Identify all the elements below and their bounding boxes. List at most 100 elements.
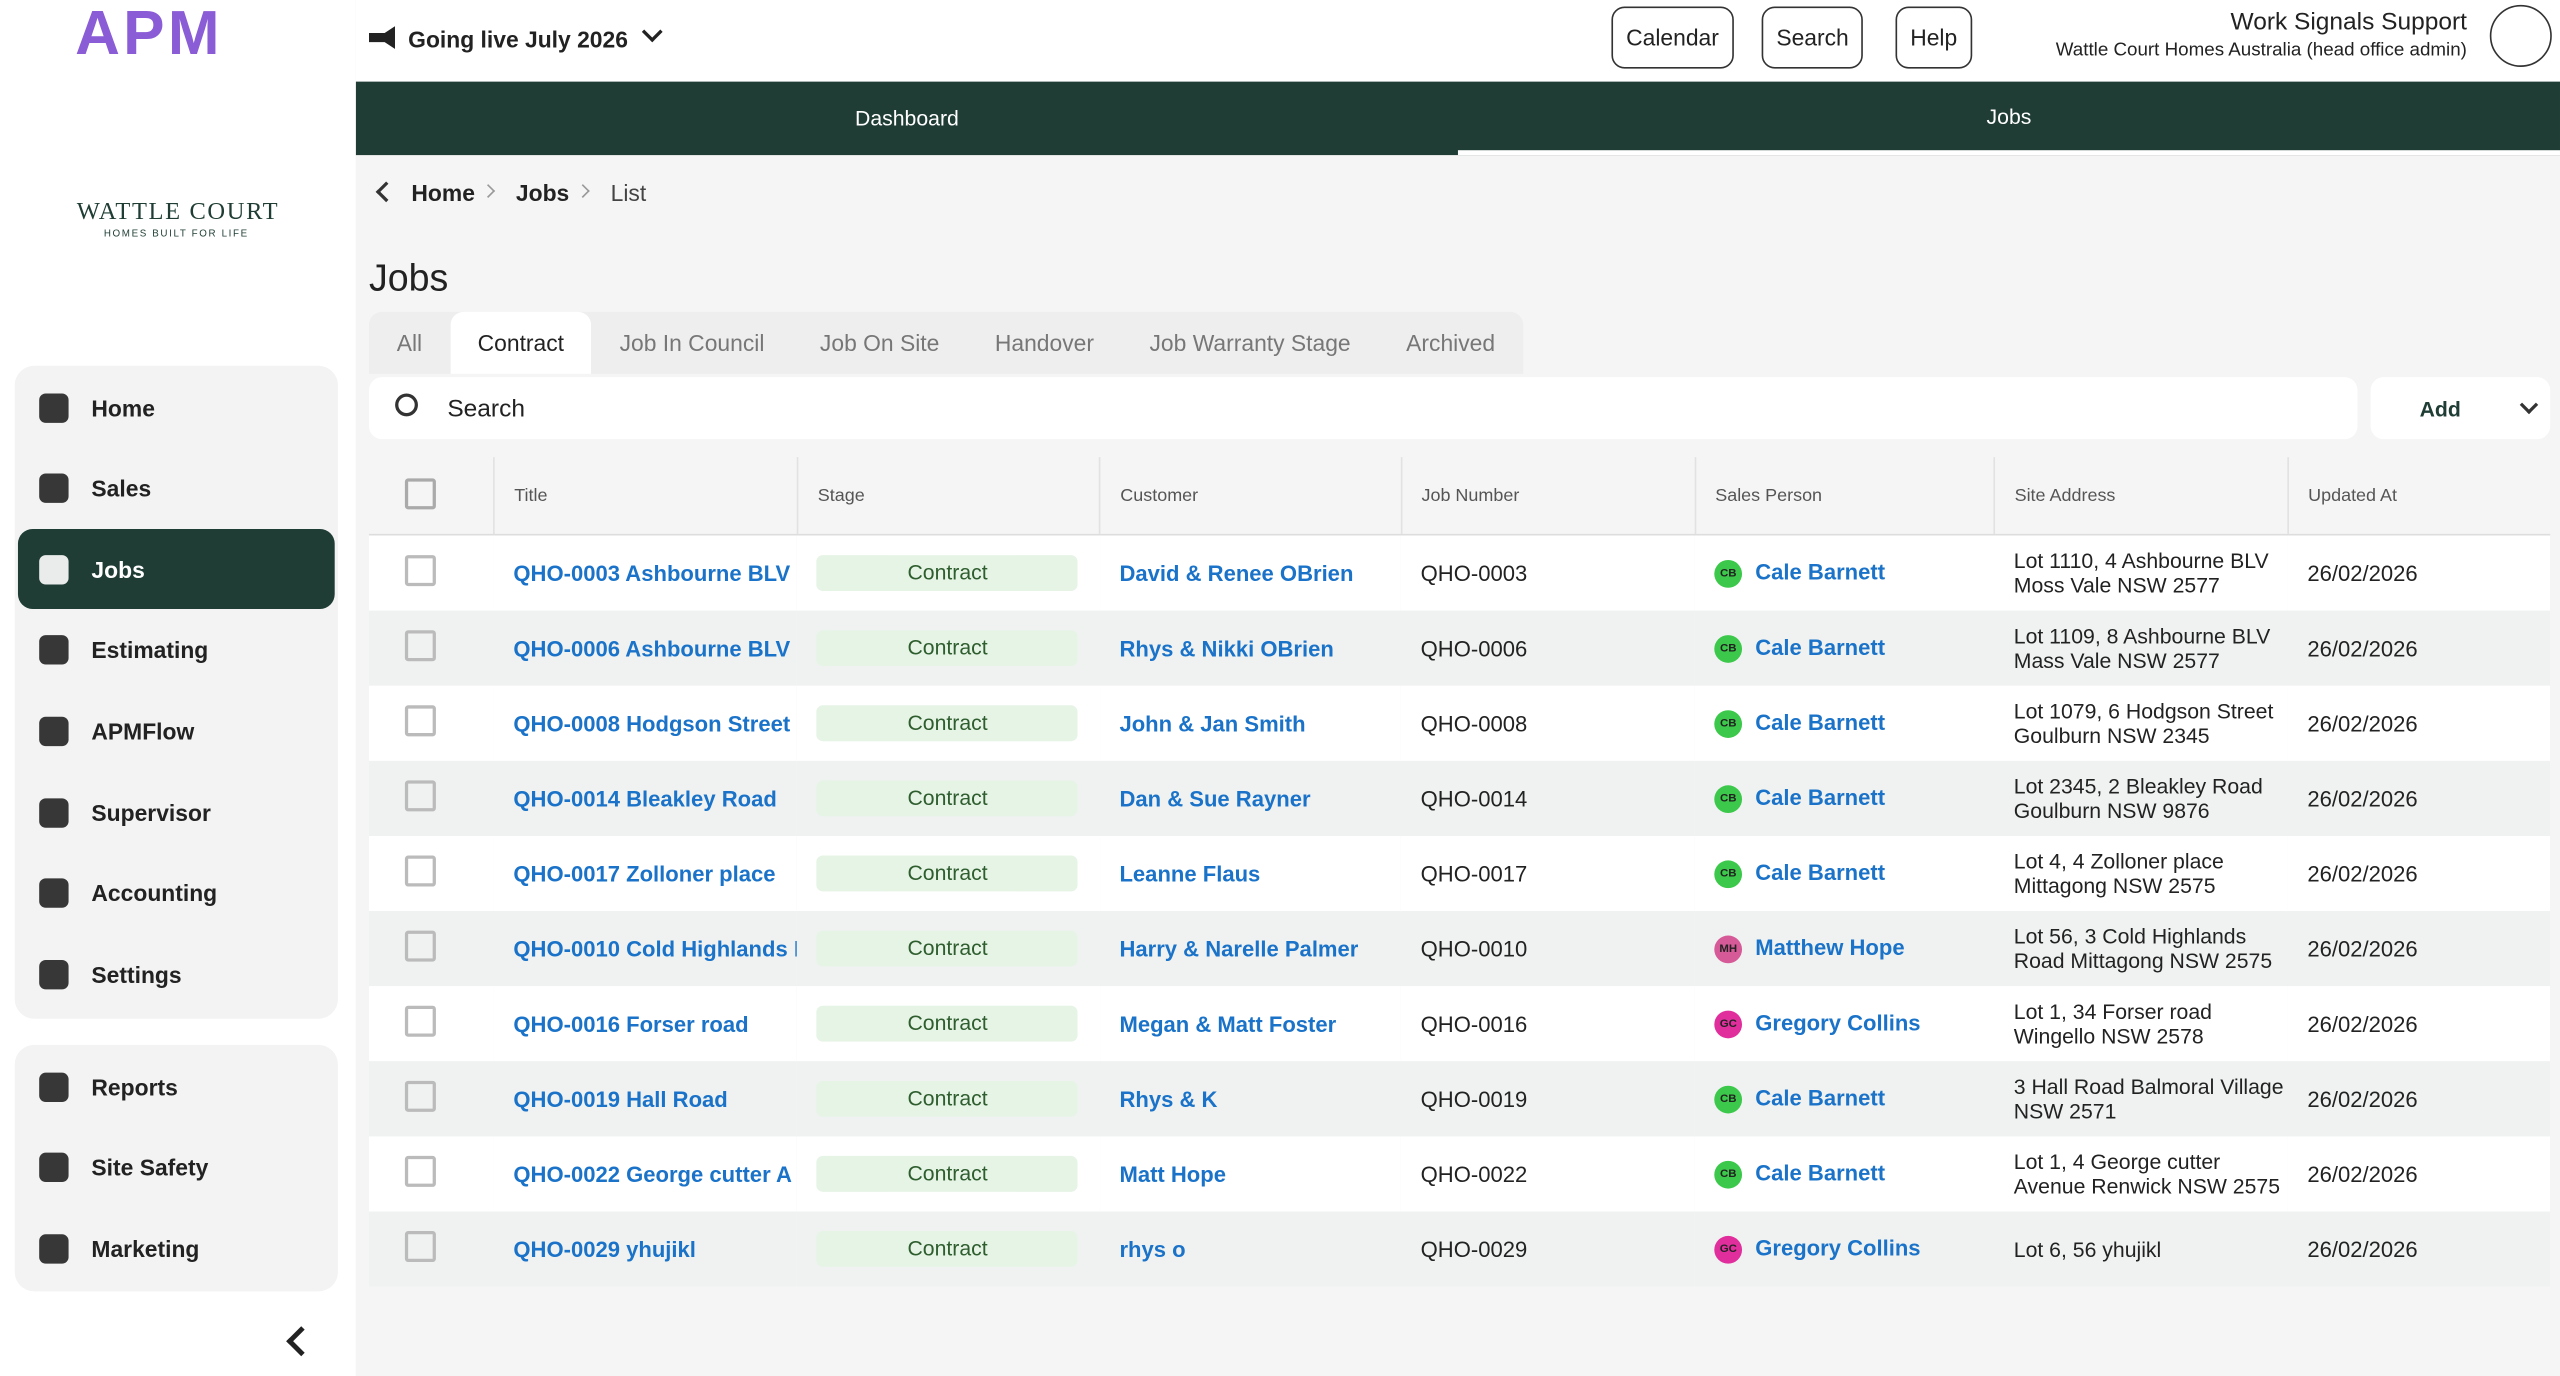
sales-person-link[interactable]: Cale Barnett: [1755, 1084, 1886, 1110]
nav-label[interactable]: Supervisor: [91, 799, 211, 826]
customer-cell: Harry & Narelle Palmer: [1099, 911, 1402, 987]
customer-cell: Megan & Matt Foster: [1099, 986, 1402, 1062]
header-button[interactable]: Search: [1761, 6, 1864, 69]
title-cell: QHO-0014 Bleakley Road: [493, 760, 798, 836]
row-checkbox[interactable]: [404, 1005, 436, 1037]
row-checkbox[interactable]: [404, 780, 436, 812]
row-checkbox[interactable]: [404, 1231, 436, 1263]
nav-label[interactable]: Site Safety: [91, 1154, 209, 1181]
nav-label[interactable]: Jobs: [91, 556, 145, 583]
header-button[interactable]: Help: [1895, 6, 1972, 69]
top-tab[interactable]: Dashboard: [854, 106, 959, 131]
row-checkbox[interactable]: [404, 555, 436, 587]
row-checkbox[interactable]: [404, 1080, 436, 1112]
row-checkbox[interactable]: [404, 630, 436, 662]
job-title-link[interactable]: QHO-0010 Cold Highlands I: [513, 936, 798, 961]
nav-label[interactable]: Sales: [91, 475, 152, 502]
stage-tab[interactable]: Job On Site: [819, 329, 940, 356]
nav-label[interactable]: Estimating: [91, 637, 209, 664]
nav-item[interactable]: Supervisor: [18, 772, 335, 852]
stage-tab[interactable]: All: [396, 329, 423, 356]
nav-label[interactable]: APMFlow: [91, 718, 195, 745]
nav-item[interactable]: Site Safety: [18, 1127, 335, 1207]
column-header[interactable]: Job Number: [1401, 457, 1696, 536]
sales-person-link[interactable]: Cale Barnett: [1755, 559, 1886, 584]
menu-button[interactable]: [2489, 4, 2552, 67]
job-title-link[interactable]: QHO-0022 George cutter A: [513, 1161, 792, 1187]
customer-link[interactable]: Dan & Sue Rayner: [1119, 786, 1311, 811]
customer-link[interactable]: David & Renee OBrien: [1119, 560, 1354, 586]
avatar: GC: [1714, 1009, 1743, 1038]
nav-item[interactable]: Sales: [18, 448, 335, 528]
job-title-link[interactable]: QHO-0014 Bleakley Road: [513, 786, 777, 811]
sales-person-link[interactable]: Matthew Hope: [1755, 934, 1905, 960]
nav-item[interactable]: Jobs: [17, 529, 335, 610]
sales-cell: CB Cale Barnett: [1694, 835, 1995, 912]
column-header[interactable]: Stage: [797, 457, 1101, 536]
sales-person-link[interactable]: Gregory Collins: [1755, 1235, 1921, 1260]
breadcrumb-item[interactable]: Home: [411, 179, 475, 206]
column-header[interactable]: Title: [493, 457, 799, 536]
customer-link[interactable]: Rhys & K: [1119, 1086, 1218, 1112]
stage-tab[interactable]: Archived: [1406, 329, 1496, 356]
stage-tab[interactable]: Contract: [449, 311, 592, 374]
top-tab[interactable]: Jobs: [1457, 82, 2560, 156]
nav-item[interactable]: Estimating: [18, 610, 335, 690]
header-button[interactable]: Calendar: [1611, 6, 1734, 69]
customer-link[interactable]: John & Jan Smith: [1119, 711, 1306, 736]
select-all-checkbox[interactable]: [404, 477, 436, 509]
customer-link[interactable]: Harry & Narelle Palmer: [1119, 936, 1359, 961]
job-title-link[interactable]: QHO-0006 Ashbourne BLV: [513, 635, 791, 661]
nav-item[interactable]: Settings: [18, 934, 335, 1014]
breadcrumb-item[interactable]: Jobs: [515, 179, 570, 206]
customer-link[interactable]: Rhys & Nikki OBrien: [1119, 635, 1334, 661]
nav-label[interactable]: Marketing: [91, 1235, 200, 1262]
add-button[interactable]: Add: [2370, 377, 2551, 440]
column-header[interactable]: Sales Person: [1694, 457, 1995, 536]
customer-link[interactable]: rhys o: [1119, 1236, 1186, 1262]
nav-item[interactable]: Marketing: [18, 1208, 335, 1288]
stage-tab[interactable]: Job Warranty Stage: [1149, 329, 1351, 356]
nav-item[interactable]: Accounting: [18, 853, 335, 933]
row-checkbox[interactable]: [404, 705, 436, 737]
nav-item[interactable]: Home: [18, 367, 335, 447]
sales-person-link[interactable]: Cale Barnett: [1755, 1160, 1886, 1185]
stage-tab[interactable]: Job In Council: [619, 329, 765, 356]
announcement[interactable]: Going live July 2026: [408, 26, 628, 53]
job-title-link[interactable]: QHO-0003 Ashbourne BLV: [513, 560, 791, 586]
job-title-link[interactable]: QHO-0008 Hodgson Street: [513, 711, 791, 736]
sales-person-link[interactable]: Cale Barnett: [1755, 859, 1886, 885]
nav-label[interactable]: Reports: [91, 1073, 178, 1100]
nav-item[interactable]: Reports: [18, 1047, 335, 1127]
address-line: Moss Vale NSW 2577: [2013, 573, 2220, 598]
updated-at: 26/02/2026: [2287, 610, 2551, 686]
back-arrow[interactable]: [375, 181, 397, 203]
row-checkbox[interactable]: [404, 855, 436, 887]
search-box[interactable]: Search: [368, 377, 2358, 440]
add-label[interactable]: Add: [2419, 396, 2461, 422]
customer-link[interactable]: Megan & Matt Foster: [1119, 1011, 1337, 1036]
sales-person-link[interactable]: Cale Barnett: [1755, 709, 1886, 734]
job-title-link[interactable]: QHO-0017 Zolloner place: [513, 861, 776, 886]
stage-tab[interactable]: Handover: [994, 329, 1094, 356]
dropdown-chevron[interactable]: [641, 21, 663, 43]
job-title-link[interactable]: QHO-0016 Forser road: [513, 1011, 749, 1036]
customer-link[interactable]: Matt Hope: [1119, 1161, 1226, 1187]
nav-item[interactable]: APMFlow: [18, 691, 335, 771]
sales-person-link[interactable]: Cale Barnett: [1755, 784, 1886, 810]
nav-label[interactable]: Settings: [91, 961, 182, 988]
customer-link[interactable]: Leanne Flaus: [1119, 861, 1261, 886]
column-header[interactable]: Updated At: [2287, 457, 2551, 536]
job-title-link[interactable]: QHO-0029 yhujikl: [513, 1236, 696, 1262]
row-checkbox[interactable]: [404, 1155, 436, 1187]
collapse-button[interactable]: [286, 1326, 317, 1357]
title-cell: QHO-0010 Cold Highlands I: [493, 911, 798, 987]
column-header[interactable]: Site Address: [1994, 457, 2289, 536]
column-header[interactable]: Customer: [1099, 457, 1402, 536]
sales-person-link[interactable]: Gregory Collins: [1755, 1009, 1921, 1035]
nav-label[interactable]: Home: [91, 394, 155, 421]
sales-person-link[interactable]: Cale Barnett: [1755, 634, 1886, 659]
job-title-link[interactable]: QHO-0019 Hall Road: [513, 1086, 728, 1112]
nav-label[interactable]: Accounting: [91, 880, 218, 907]
row-checkbox[interactable]: [404, 930, 436, 962]
